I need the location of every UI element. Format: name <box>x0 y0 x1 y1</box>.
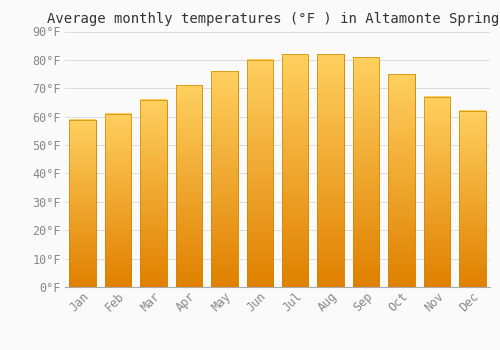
Bar <box>105 114 132 287</box>
Bar <box>211 71 238 287</box>
Bar <box>246 60 273 287</box>
Bar <box>353 57 380 287</box>
Bar <box>388 74 414 287</box>
Bar <box>318 54 344 287</box>
Bar <box>459 111 485 287</box>
Bar <box>176 85 202 287</box>
Bar <box>318 54 344 287</box>
Bar <box>424 97 450 287</box>
Bar <box>140 100 167 287</box>
Bar <box>211 71 238 287</box>
Bar <box>70 119 96 287</box>
Bar <box>388 74 414 287</box>
Bar <box>246 60 273 287</box>
Bar <box>353 57 380 287</box>
Bar <box>176 85 202 287</box>
Bar <box>282 54 308 287</box>
Bar <box>70 119 96 287</box>
Bar <box>424 97 450 287</box>
Bar <box>282 54 308 287</box>
Bar <box>140 100 167 287</box>
Title: Average monthly temperatures (°F ) in Altamonte Springs: Average monthly temperatures (°F ) in Al… <box>47 12 500 26</box>
Bar <box>459 111 485 287</box>
Bar <box>105 114 132 287</box>
